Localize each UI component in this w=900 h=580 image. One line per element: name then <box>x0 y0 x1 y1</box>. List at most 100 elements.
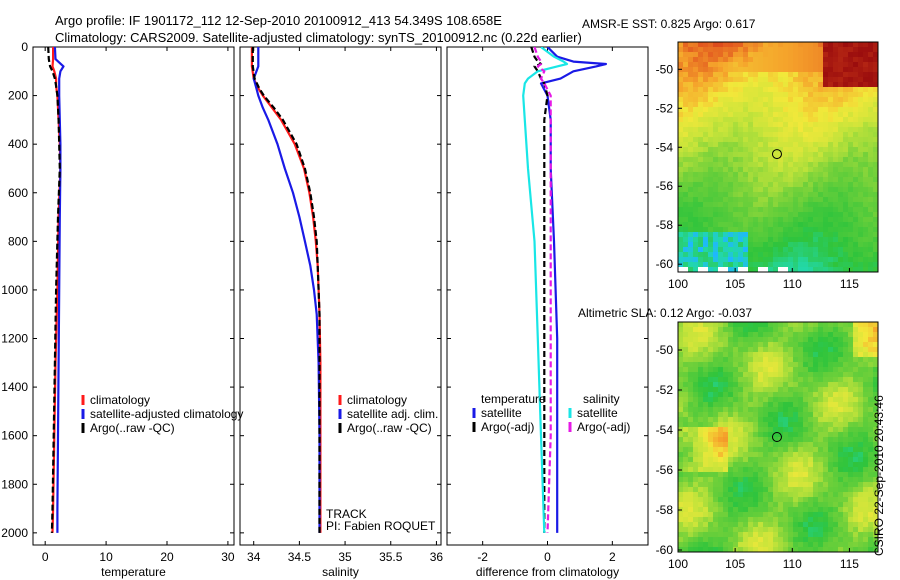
sst-map-cell <box>848 142 854 148</box>
sla-map-cell <box>678 367 684 373</box>
sst-map-cell <box>858 147 864 153</box>
sst-map-cell <box>793 112 799 118</box>
sla-map-cell <box>753 462 759 468</box>
sla-map-cell <box>858 442 864 448</box>
sla-map-cell <box>688 322 694 328</box>
sst-map-cell <box>703 262 709 268</box>
sst-map-cell <box>738 112 744 118</box>
sla-map-cell <box>863 502 869 508</box>
sla-map-cell <box>783 322 789 328</box>
sst-map-cell <box>863 112 869 118</box>
sla-map-cell <box>783 347 789 353</box>
sst-map-cell <box>823 157 829 163</box>
sst-map-ytick-label: -56 <box>656 179 674 193</box>
sst-map-cell <box>803 122 809 128</box>
sst-map-cell <box>683 257 689 263</box>
sla-map-cell <box>723 477 729 483</box>
sla-map-cell <box>818 322 824 328</box>
sst-map-cell <box>838 92 844 98</box>
sst-map-cell <box>848 247 854 253</box>
sla-map-cell <box>828 492 834 498</box>
sst-map-cell <box>843 92 849 98</box>
sst-map-cell <box>738 147 744 153</box>
sla-map-cell <box>788 397 794 403</box>
sla-map-cell <box>863 542 869 548</box>
sla-map-cell <box>828 537 834 543</box>
sla-map-cell <box>758 512 764 518</box>
sla-map-cell <box>863 482 869 488</box>
sst-map-cell <box>768 252 774 258</box>
sst-map-cell <box>843 152 849 158</box>
sst-map-ytick-label: -58 <box>656 218 674 232</box>
sst-map-cell <box>768 192 774 198</box>
sla-map-cell <box>708 377 714 383</box>
sla-map-cell <box>728 447 734 453</box>
sst-map-cell <box>858 132 864 138</box>
sst-map-cell <box>823 72 829 78</box>
sst-map-cell <box>758 122 764 128</box>
sst-map-cell <box>828 87 834 93</box>
sla-map-cell <box>753 372 759 378</box>
sst-map-cell <box>783 222 789 228</box>
sst-map-cell <box>858 77 864 83</box>
sla-map-cell <box>763 542 769 548</box>
sst-map-cell <box>698 67 704 73</box>
sla-map-cell <box>758 387 764 393</box>
sst-map-cell <box>793 187 799 193</box>
sla-map-cell <box>683 392 689 398</box>
sst-map-cell <box>703 82 709 88</box>
sla-map-cell <box>838 462 844 468</box>
sla-map-cell <box>828 422 834 428</box>
sla-map-cell <box>818 492 824 498</box>
sla-map-cell <box>688 392 694 398</box>
sla-map-cell <box>678 432 684 438</box>
sst-map-cell <box>833 92 839 98</box>
sst-map-cell <box>828 57 834 63</box>
sst-map-cell <box>758 197 764 203</box>
sst-map-cell <box>828 227 834 233</box>
sla-map-cell <box>733 412 739 418</box>
sla-map-cell <box>808 407 814 413</box>
sst-map-cell <box>858 117 864 123</box>
sst-map-cell <box>833 142 839 148</box>
sst-map-cell <box>753 52 759 58</box>
sst-map-cell <box>848 47 854 53</box>
sst-map-cell <box>718 57 724 63</box>
sst-map-cell <box>803 87 809 93</box>
sst-map-cell <box>683 232 689 238</box>
sla-map-cell <box>688 422 694 428</box>
sla-map-cell <box>823 537 829 543</box>
sst-map-cell <box>828 192 834 198</box>
sla-map-cell <box>683 427 689 433</box>
sst-map-cell <box>743 107 749 113</box>
sst-map-cell <box>703 117 709 123</box>
sla-map-cell <box>743 382 749 388</box>
sst-map-cell <box>688 177 694 183</box>
sst-map-cell <box>853 247 859 253</box>
sla-map-cell <box>733 527 739 533</box>
sla-map-cell <box>833 492 839 498</box>
sla-map-cell <box>813 327 819 333</box>
sla-map-cell <box>708 402 714 408</box>
sst-map-cell <box>748 267 754 272</box>
sla-map-cell <box>733 352 739 358</box>
sst-map-cell <box>733 237 739 243</box>
sla-map-cell <box>728 332 734 338</box>
sst-map-cell <box>808 127 814 133</box>
sla-map-cell <box>843 467 849 473</box>
sst-map-cell <box>738 237 744 243</box>
sst-map-cell <box>798 247 804 253</box>
sst-map-cell <box>678 82 684 88</box>
sst-map-cell <box>793 117 799 123</box>
sla-map-cell <box>863 337 869 343</box>
sst-map-cell <box>738 262 744 268</box>
sst-map-cell <box>753 162 759 168</box>
sst-map-cell <box>813 127 819 133</box>
sla-map-cell <box>753 482 759 488</box>
sla-map-cell <box>693 457 699 463</box>
sst-map-cell <box>773 222 779 228</box>
sst-map-cell <box>748 182 754 188</box>
sst-map-cell <box>778 177 784 183</box>
sst-map-cell <box>753 107 759 113</box>
sst-map-cell <box>743 182 749 188</box>
